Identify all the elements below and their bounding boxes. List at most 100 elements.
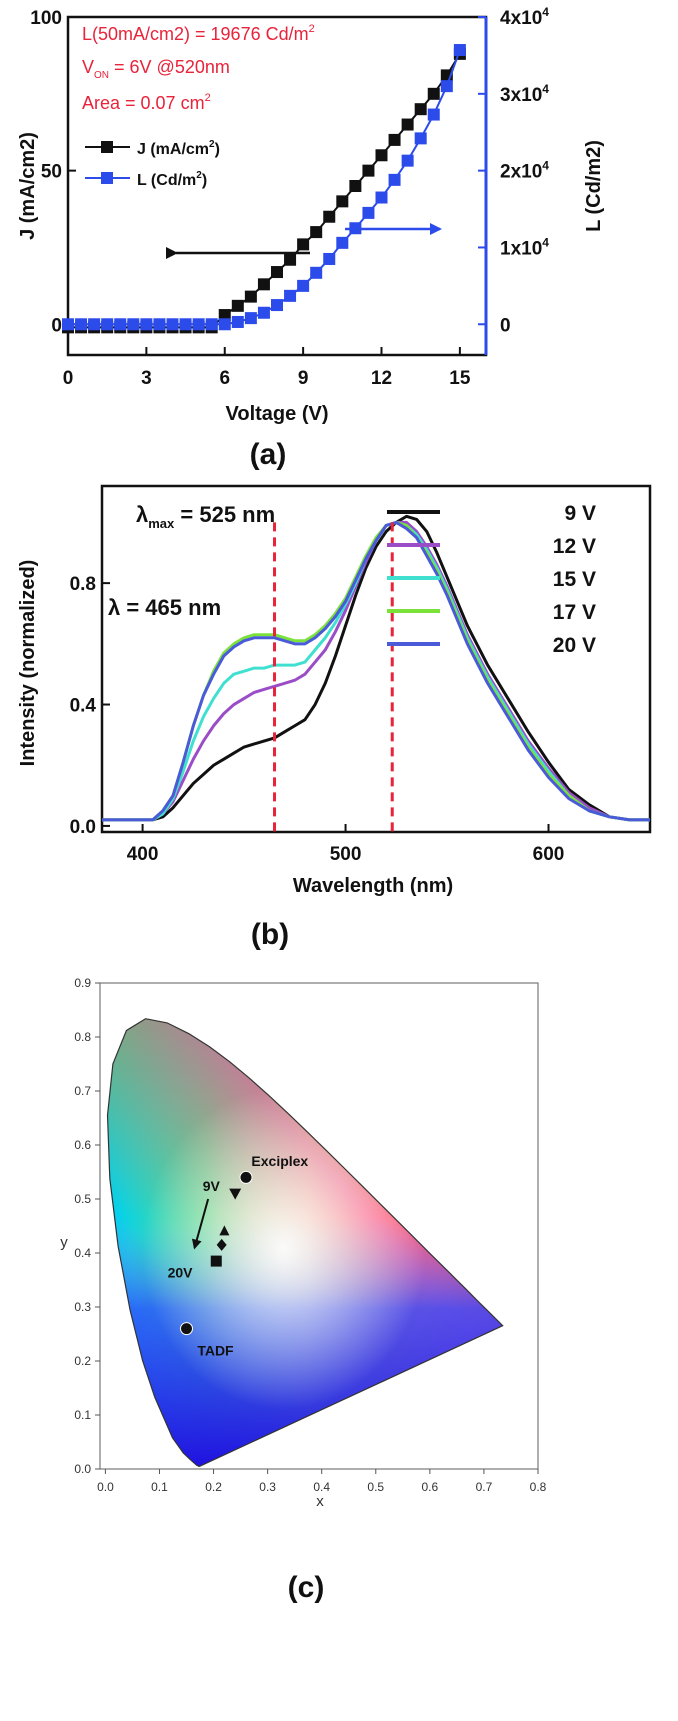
c-label-tadf: TADF xyxy=(197,1343,234,1359)
plot-a-ylabel-left: J (mA/cm2) xyxy=(17,132,39,240)
plot-a-ylabel-right: L (Cd/m2) xyxy=(583,140,605,232)
c-y-tick-label: 0.3 xyxy=(74,1300,91,1314)
plot-c-ticks: 0.0 0.1 0.2 0.3 0.4 0.5 0.6 0.7 0.8 0.0 0.1 0.2 0.3 0… xyxy=(74,976,546,1494)
a-yr-tick-label: 4x104 xyxy=(500,5,549,29)
a-point-1 xyxy=(271,299,283,312)
plot-a-legend: J (mA/cm2) L (Cd/m2) xyxy=(85,139,220,189)
c-label-20v: 20V xyxy=(168,1264,194,1280)
a-point-0 xyxy=(284,253,297,266)
c-y-tick-label: 0.5 xyxy=(74,1192,91,1206)
plot-a-ticks: 0 3 6 9 12 15 0 50 100 0 1x104 2x104 3x104 4x104 xyxy=(30,5,549,389)
c-x-tick-label: 0.2 xyxy=(205,1480,222,1494)
panel-b: 400 500 600 0.0 0.4 0.8 λmax = 525 nm λ = 465… xyxy=(17,484,652,951)
a-x-tick-label: 15 xyxy=(449,368,471,389)
a-point-1 xyxy=(362,206,375,219)
legend-j-marker xyxy=(101,141,113,153)
c-x-tick-label: 0.5 xyxy=(367,1480,384,1494)
annotation-area: Area = 0.07 cm2 xyxy=(82,92,211,113)
a-point-1 xyxy=(166,318,179,331)
a-point-1 xyxy=(62,318,74,331)
a-x-tick-label: 12 xyxy=(371,368,392,389)
plot-b-ticks: 400 500 600 0.0 0.4 0.8 xyxy=(70,574,565,865)
c-point-12v xyxy=(219,1225,230,1236)
a-point-1 xyxy=(140,318,153,331)
a-point-1 xyxy=(336,236,349,249)
b-series-12v xyxy=(102,520,650,822)
c-x-tick-label: 0.3 xyxy=(259,1480,276,1494)
c-x-tick-label: 0.4 xyxy=(313,1480,330,1494)
a-point-1 xyxy=(284,289,297,302)
panel-c: 0.0 0.1 0.2 0.3 0.4 0.5 0.6 0.7 0.8 0.0 0.1 0.2 0.3 0… xyxy=(60,976,546,1604)
b-y-tick-label: 0.4 xyxy=(70,696,97,717)
c-x-tick-label: 0.7 xyxy=(476,1480,493,1494)
c-point-15v xyxy=(216,1238,227,1251)
plot-b-markers xyxy=(273,522,394,832)
a-point-1 xyxy=(401,154,414,167)
b-legend-label: 9 V xyxy=(564,502,596,525)
caption-b: (b) xyxy=(251,918,289,951)
a-point-1 xyxy=(297,279,310,292)
legend-l-label: L (Cd/m2) xyxy=(137,170,207,189)
a-point-0 xyxy=(349,180,362,192)
b-y-tick-label: 0.8 xyxy=(70,574,96,595)
c-point-20v xyxy=(210,1255,222,1267)
plot-c-ylabel: y xyxy=(60,1234,68,1251)
c-y-tick-label: 0.2 xyxy=(74,1354,91,1368)
plot-c-frame xyxy=(99,982,539,1470)
caption-c: (c) xyxy=(288,1571,325,1604)
a-point-0 xyxy=(336,195,349,208)
a-point-1 xyxy=(75,318,88,331)
c-point-tadf xyxy=(180,1322,194,1336)
a-point-1 xyxy=(88,318,101,331)
b-legend-label: 15 V xyxy=(553,568,596,591)
a-point-1 xyxy=(205,318,218,331)
plot-c-xlabel: x xyxy=(316,1493,324,1510)
b-x-tick-label: 500 xyxy=(330,844,362,865)
a-x-tick-label: 3 xyxy=(141,368,152,389)
c-voltage-arrow xyxy=(191,1198,210,1250)
a-yl-tick-label: 0 xyxy=(51,315,62,336)
a-point-0 xyxy=(375,149,388,162)
panel-a: 0 3 6 9 12 15 0 50 100 0 1x104 2x104 3x104 4x104 L(50… xyxy=(17,5,605,471)
a-point-0 xyxy=(231,299,244,312)
a-point-0 xyxy=(218,309,231,322)
legend-j-label: J (mA/cm2) xyxy=(137,139,220,158)
a-point-0 xyxy=(244,290,257,303)
c-y-tick-label: 0.1 xyxy=(74,1408,91,1422)
b-y-tick-label: 0.0 xyxy=(70,817,96,838)
c-x-tick-label: 0.8 xyxy=(530,1480,547,1494)
a-point-1 xyxy=(257,306,270,319)
a-point-0 xyxy=(271,266,283,279)
a-x-tick-label: 9 xyxy=(298,368,309,389)
annotation-lambda-max: λmax = 525 nm xyxy=(136,502,275,531)
a-yr-tick-label: 1x104 xyxy=(500,235,549,259)
a-point-0 xyxy=(323,210,336,223)
b-legend-label: 12 V xyxy=(553,535,596,558)
a-point-0 xyxy=(362,164,375,177)
plot-c-labels: Exciplex TADF 9V 20V xyxy=(168,1153,309,1359)
a-point-0 xyxy=(297,238,310,251)
c-x-tick-label: 0.0 xyxy=(97,1480,114,1494)
a-point-0 xyxy=(401,118,414,131)
a-point-1 xyxy=(192,318,205,331)
a-point-0 xyxy=(414,103,427,116)
a-point-1 xyxy=(440,80,453,93)
c-y-tick-label: 0.8 xyxy=(74,1030,91,1044)
b-x-tick-label: 400 xyxy=(127,844,159,865)
c-y-tick-label: 0.7 xyxy=(74,1084,91,1098)
c-x-tick-label: 0.6 xyxy=(422,1480,439,1494)
annotation-von: VON = 6V @520nm xyxy=(82,57,230,81)
b-series-15v xyxy=(102,520,650,822)
plot-b-ylabel: Intensity (normalized) xyxy=(17,560,39,767)
b-series-9v xyxy=(102,514,650,822)
a-x-tick-label: 0 xyxy=(63,368,74,389)
a-x-tick-label: 6 xyxy=(219,368,230,389)
c-x-tick-label: 0.1 xyxy=(151,1480,168,1494)
a-point-1 xyxy=(453,44,466,57)
a-point-0 xyxy=(427,87,440,100)
c-point-exciplex xyxy=(239,1170,253,1184)
a-point-0 xyxy=(310,226,323,239)
legend-l-marker xyxy=(101,172,113,184)
a-point-1 xyxy=(427,108,440,121)
